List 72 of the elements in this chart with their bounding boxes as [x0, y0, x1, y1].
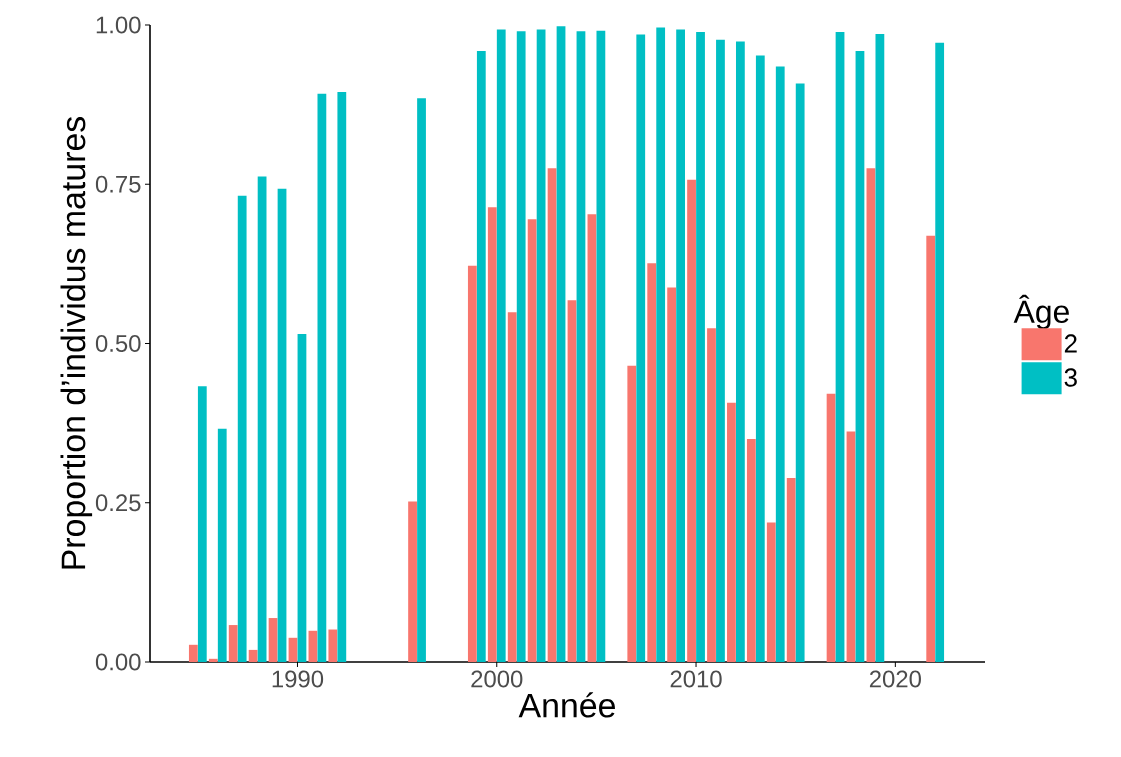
- bar: [835, 32, 845, 662]
- bar: [727, 402, 736, 662]
- y-tick-label: 0.00: [95, 653, 141, 671]
- bar: [866, 168, 876, 662]
- bar: [687, 179, 696, 662]
- bar: [228, 625, 238, 662]
- bar: [647, 263, 657, 662]
- bar: [496, 29, 506, 662]
- x-tick-label: 2000: [471, 670, 523, 688]
- bar: [268, 618, 278, 662]
- bar: [775, 66, 785, 662]
- x-tick-label: 2010: [670, 670, 722, 688]
- bar: [197, 386, 207, 662]
- bar: [676, 29, 685, 662]
- bar: [237, 195, 247, 662]
- bar: [667, 287, 677, 662]
- bar: [795, 83, 805, 662]
- bar: [786, 477, 796, 662]
- bar: [547, 168, 557, 662]
- bar: [826, 393, 836, 662]
- bar: [556, 26, 566, 662]
- legend-label: 3: [1064, 368, 1077, 387]
- y-tick-label: 0.25: [95, 494, 141, 512]
- bar: [716, 39, 725, 662]
- bar: [567, 300, 577, 662]
- bar: [636, 34, 646, 662]
- bar: [596, 30, 606, 662]
- bar: [696, 32, 705, 662]
- bar: [935, 42, 945, 662]
- bar: [297, 333, 307, 662]
- y-tick-label: 0.50: [95, 335, 141, 352]
- bar: [755, 55, 765, 662]
- bar: [627, 365, 637, 662]
- bar: [328, 629, 338, 662]
- bar: [467, 265, 477, 662]
- bar: [208, 658, 218, 662]
- bar: [576, 31, 586, 662]
- x-tick-label: 2020: [869, 670, 921, 688]
- bar: [248, 649, 258, 662]
- bar: [188, 644, 198, 662]
- legend-label: 2: [1064, 334, 1077, 353]
- bar: [587, 214, 597, 662]
- y-axis-title: Proportion d’individus matures: [60, 117, 93, 569]
- bar: [926, 235, 936, 662]
- x-axis-title: Année: [518, 692, 615, 718]
- x-tick-label: 1990: [272, 670, 324, 688]
- bar: [656, 27, 666, 662]
- bar: [746, 439, 756, 662]
- y-tick-label: 1.00: [96, 16, 141, 34]
- bar: [408, 501, 417, 662]
- bar: [735, 41, 745, 662]
- bar: [855, 51, 865, 662]
- legend-title: Âge: [1013, 294, 1069, 330]
- bar: [846, 431, 856, 662]
- bar: [288, 637, 298, 662]
- bar: [476, 51, 486, 662]
- bar: [257, 176, 267, 662]
- bar: [766, 522, 776, 662]
- bar: [527, 219, 537, 662]
- bar: [308, 630, 318, 662]
- bar: [317, 93, 327, 662]
- bar: [875, 33, 885, 662]
- bar: [417, 98, 426, 662]
- bar: [337, 91, 347, 662]
- bar: [277, 188, 287, 662]
- bar: [507, 312, 517, 662]
- bar: [516, 31, 526, 662]
- bar: [536, 29, 546, 662]
- bar: [217, 428, 227, 662]
- bar: [707, 328, 716, 662]
- bar: [487, 207, 497, 662]
- y-tick-label: 0.75: [95, 175, 141, 193]
